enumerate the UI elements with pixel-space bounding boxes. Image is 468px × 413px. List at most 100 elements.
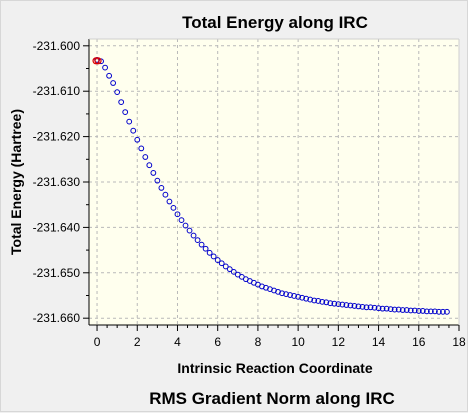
data-point	[190, 232, 197, 239]
data-point	[118, 99, 125, 106]
data-point	[371, 304, 378, 311]
x-tick-label: 6	[214, 335, 221, 349]
data-point	[230, 268, 237, 275]
next-chart-title: RMS Gradient Norm along IRC	[149, 389, 395, 408]
y-tick-label: -231.610	[33, 84, 81, 98]
data-point	[403, 307, 410, 313]
data-point	[142, 154, 149, 160]
y-tick-label: -231.650	[33, 266, 81, 280]
data-point	[315, 298, 322, 304]
data-point	[210, 253, 217, 260]
x-tick-label: 2	[134, 335, 141, 349]
data-point	[287, 292, 293, 298]
data-point	[291, 293, 298, 299]
data-point	[226, 266, 233, 273]
data-points	[92, 56, 450, 315]
data-point	[415, 308, 422, 314]
data-point	[379, 305, 386, 312]
data-point	[202, 245, 209, 252]
grid	[89, 39, 460, 325]
data-point	[178, 217, 185, 224]
data-point	[444, 308, 450, 315]
x-tick-label: 4	[174, 335, 181, 349]
data-point	[206, 249, 213, 256]
data-point	[222, 263, 229, 270]
data-point	[395, 306, 402, 313]
x-tick-label: 18	[452, 335, 466, 349]
data-point	[339, 301, 346, 308]
data-point	[186, 227, 193, 234]
x-tick-label: 8	[255, 335, 262, 349]
data-point	[214, 257, 221, 263]
data-point	[427, 308, 434, 315]
data-point	[138, 145, 145, 152]
y-axis-label: Total Energy (Hartree)	[8, 109, 24, 255]
highlight-point	[94, 57, 102, 65]
x-tick-label: 0	[94, 335, 101, 349]
data-point	[335, 301, 342, 308]
data-point	[367, 304, 374, 311]
data-point	[387, 306, 394, 313]
x-tick-label: 14	[372, 335, 386, 349]
data-point	[347, 302, 354, 309]
data-point	[319, 298, 326, 305]
data-point	[303, 295, 310, 302]
data-point	[407, 307, 414, 314]
data-point	[423, 308, 430, 315]
x-axis-label: Intrinsic Reaction Coordinate	[177, 360, 372, 376]
data-point	[198, 241, 205, 248]
data-point	[134, 136, 141, 143]
data-point	[106, 72, 113, 79]
y-tick-label: -231.620	[33, 130, 81, 144]
data-point	[391, 306, 398, 313]
data-point	[122, 109, 129, 115]
data-point	[299, 294, 306, 301]
data-point	[355, 303, 362, 310]
data-point	[375, 305, 382, 312]
data-point	[283, 291, 289, 298]
data-point	[343, 302, 350, 308]
data-point	[351, 303, 358, 309]
data-point	[146, 162, 153, 169]
x-tick-label: 16	[412, 335, 426, 349]
data-point	[174, 211, 181, 218]
data-point	[170, 204, 177, 211]
data-point	[440, 308, 446, 315]
data-point	[323, 299, 330, 306]
highlight-point	[92, 57, 100, 65]
data-point	[363, 304, 370, 311]
data-point	[166, 198, 173, 205]
y-tick-label: -231.630	[33, 175, 81, 189]
data-point	[311, 297, 318, 304]
y-tick-label: -231.660	[33, 311, 81, 325]
data-point	[419, 308, 426, 314]
data-point	[431, 308, 438, 315]
data-point	[162, 191, 169, 198]
data-point	[130, 127, 137, 134]
data-point	[126, 118, 133, 125]
x-tick-label: 10	[291, 335, 305, 349]
data-point	[182, 222, 189, 229]
data-point	[154, 177, 161, 184]
data-point	[114, 89, 121, 96]
data-point	[194, 237, 201, 244]
data-point	[102, 64, 108, 71]
data-point	[150, 170, 157, 176]
y-tick-label: -231.600	[33, 39, 81, 53]
data-point	[331, 300, 338, 307]
data-point	[218, 260, 225, 267]
x-tick-label: 12	[332, 335, 346, 349]
data-point	[295, 293, 302, 300]
data-point	[158, 185, 165, 191]
data-point	[399, 307, 406, 313]
data-point	[411, 307, 418, 314]
data-point	[279, 290, 285, 297]
y-tick-label: -231.640	[33, 220, 81, 234]
data-point	[435, 308, 442, 315]
data-point	[110, 80, 117, 86]
data-point	[359, 303, 366, 310]
data-point	[383, 305, 390, 312]
data-point	[307, 296, 314, 303]
